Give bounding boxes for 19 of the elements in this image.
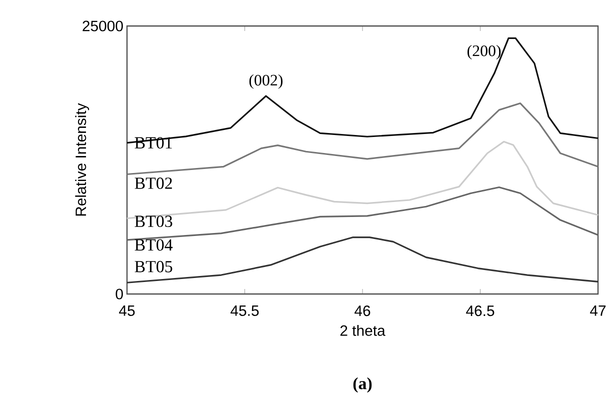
y-tick-label: 0: [116, 288, 123, 300]
x-tick-label: 46: [354, 306, 370, 316]
text: (a): [353, 377, 372, 393]
series-label: BT01: [134, 137, 172, 149]
x-tick-label: 47: [590, 306, 606, 316]
series-label: BT02: [134, 178, 172, 189]
x-tick-label: 45.5: [230, 306, 259, 316]
line-series: [126, 102, 599, 176]
annotation: (200): [468, 44, 501, 60]
y-axis-title: Relative Intensity: [75, 103, 90, 216]
x-tick-label: 46.5: [466, 306, 494, 316]
x-tick-label: 45: [119, 306, 135, 316]
series-label: BT03: [134, 216, 172, 228]
series-label: BT05: [134, 260, 172, 272]
x-axis-title: 2 theta: [340, 324, 386, 336]
line-series: [126, 236, 599, 284]
y-tick-label: 25000: [82, 20, 123, 32]
annotation: (002): [249, 74, 283, 89]
series-label: BT04: [134, 239, 173, 251]
